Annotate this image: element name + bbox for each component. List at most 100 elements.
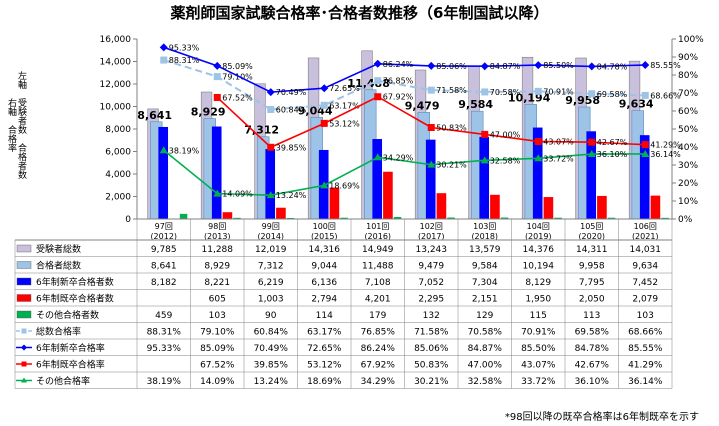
bar bbox=[383, 171, 393, 219]
bar-value-label: 7,312 bbox=[244, 124, 279, 137]
table-cell: 88.31% bbox=[147, 328, 182, 338]
right-axis-label: 右軸 合格率 bbox=[6, 98, 16, 152]
data-point bbox=[266, 88, 275, 97]
table-cell: 13,243 bbox=[416, 245, 448, 255]
table-cell: 14,376 bbox=[523, 245, 555, 255]
bar bbox=[490, 194, 500, 219]
data-label: 72.65% bbox=[329, 84, 360, 93]
table-cell: 72.65% bbox=[307, 344, 342, 354]
table-cell: 2,050 bbox=[579, 295, 605, 305]
chart-title: 薬剤師国家試験合格率･合格者数推移（6年制国試以降） bbox=[170, 4, 549, 22]
left-axis-label: 左軸 受験者数 合格者数 bbox=[16, 71, 26, 179]
bar-value-label: 8,929 bbox=[191, 106, 226, 119]
table-cell: 36.14% bbox=[628, 377, 663, 387]
data-label: 70.58% bbox=[490, 88, 521, 97]
bar bbox=[532, 127, 543, 219]
table-row-header: その他合格者数 bbox=[36, 309, 99, 321]
table-cell: 6,136 bbox=[311, 278, 337, 288]
table-cell: 13,579 bbox=[469, 245, 501, 255]
bar bbox=[179, 213, 188, 219]
bar bbox=[586, 131, 597, 219]
bar bbox=[639, 135, 650, 219]
data-label: 84.87% bbox=[490, 62, 521, 71]
table-cell: 84.78% bbox=[575, 344, 610, 354]
table-row-header: 6年制既卒合格率 bbox=[36, 359, 105, 371]
table-cell: 86.24% bbox=[361, 344, 396, 354]
table-cell: 14,311 bbox=[576, 245, 608, 255]
legend-swatch bbox=[16, 310, 32, 319]
data-label: 38.19% bbox=[169, 146, 200, 155]
data-point bbox=[213, 61, 222, 70]
data-label: 42.67% bbox=[597, 138, 628, 147]
data-point bbox=[427, 160, 436, 168]
bar bbox=[340, 217, 348, 219]
table-row-header: 6年制新卒合格者数 bbox=[36, 276, 114, 288]
left-tick-label: 16,000 bbox=[100, 35, 132, 45]
table-cell: 9,044 bbox=[311, 262, 337, 272]
table-cell: 2,794 bbox=[311, 295, 337, 305]
category-year-label: (2012) bbox=[150, 232, 177, 241]
data-label: 32.58% bbox=[490, 156, 521, 165]
bar bbox=[661, 217, 669, 219]
table-cell: 36.10% bbox=[575, 377, 610, 387]
category-year-label: (2020) bbox=[578, 232, 605, 241]
data-point bbox=[588, 90, 596, 98]
table-cell: 459 bbox=[155, 311, 172, 321]
category-label: 100回 bbox=[313, 222, 336, 231]
bar bbox=[286, 217, 295, 219]
category-label: 104回 bbox=[527, 222, 550, 231]
table-cell: 43.07% bbox=[521, 361, 556, 371]
legend-swatch bbox=[16, 261, 32, 269]
table-cell: 115 bbox=[530, 311, 547, 321]
bar bbox=[222, 212, 233, 219]
data-label: 36.10% bbox=[597, 150, 628, 159]
left-tick-label: 2,000 bbox=[105, 193, 131, 203]
table-cell: 113 bbox=[583, 311, 600, 321]
table-cell: 1,950 bbox=[525, 295, 551, 305]
table-cell: 10,194 bbox=[523, 262, 555, 272]
data-point bbox=[374, 93, 382, 101]
table-cell: 69.58% bbox=[575, 328, 610, 338]
table-cell: 13.24% bbox=[254, 377, 289, 387]
data-label: 33.72% bbox=[543, 154, 574, 163]
table-cell: 34.29% bbox=[361, 377, 396, 387]
data-label: 41.29% bbox=[650, 141, 681, 150]
right-tick-label: 70% bbox=[678, 89, 698, 99]
legend-swatch bbox=[16, 277, 32, 286]
data-point bbox=[587, 62, 596, 71]
table-cell: 4,201 bbox=[365, 295, 391, 305]
table-cell: 103 bbox=[637, 311, 654, 321]
data-label: 84.78% bbox=[597, 62, 628, 71]
data-label: 18.69% bbox=[329, 181, 360, 190]
data-label: 47.00% bbox=[490, 130, 521, 139]
data-point bbox=[587, 150, 596, 158]
left-tick-label: 4,000 bbox=[105, 170, 131, 180]
data-point bbox=[213, 189, 222, 197]
table-cell: 85.06% bbox=[414, 344, 449, 354]
bar bbox=[265, 149, 276, 219]
data-point bbox=[481, 130, 489, 138]
series-line bbox=[163, 59, 646, 111]
table-cell: 9,584 bbox=[472, 262, 498, 272]
data-label: 85.06% bbox=[436, 62, 467, 71]
table-cell: 32.58% bbox=[468, 377, 503, 387]
data-point bbox=[373, 59, 382, 68]
category-year-label: (2021) bbox=[632, 232, 659, 241]
data-point bbox=[427, 86, 435, 94]
data-point bbox=[374, 77, 382, 85]
data-label: 76.85% bbox=[383, 77, 414, 86]
data-label: 69.58% bbox=[597, 90, 628, 99]
table-cell: 67.92% bbox=[361, 361, 396, 371]
table-cell: 8,182 bbox=[151, 278, 177, 288]
data-label: 63.17% bbox=[329, 101, 360, 110]
table-cell: 85.55% bbox=[628, 344, 663, 354]
left-tick-label: 10,000 bbox=[100, 103, 132, 113]
legend-marker bbox=[21, 344, 27, 351]
table-cell: 8,929 bbox=[204, 262, 230, 272]
left-tick-label: 14,000 bbox=[100, 58, 132, 68]
data-label: 39.85% bbox=[276, 143, 307, 152]
data-point bbox=[534, 154, 543, 162]
table-cell: 14.09% bbox=[200, 377, 235, 387]
bar bbox=[393, 216, 402, 219]
right-tick-label: 100% bbox=[678, 35, 704, 45]
